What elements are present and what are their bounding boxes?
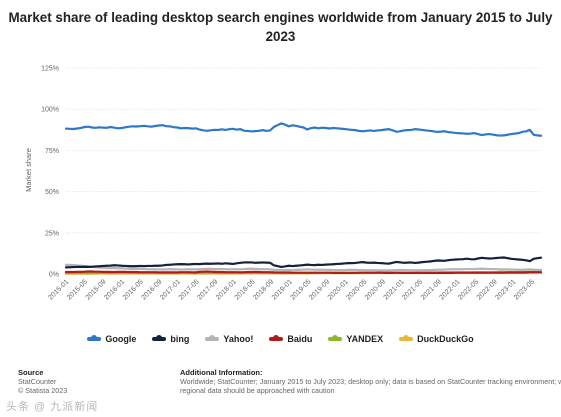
source-heading: Source: [18, 368, 44, 377]
legend-marker: [87, 335, 102, 341]
additional-info-line-1: Worldwide; StatCounter; January 2015 to …: [180, 377, 561, 386]
x-axis-ticks: 2015-012015-052015-092016-012016-052016-…: [47, 278, 536, 301]
legend-item-yahoo[interactable]: Yahoo!: [205, 334, 253, 344]
line-chart: 0% 25% 50% 75% 100% 125% 2015-012015-052015-0…: [24, 66, 543, 302]
legend-marker: [328, 335, 343, 341]
legend-marker: [152, 335, 167, 341]
source-line-1[interactable]: StatCounter: [18, 377, 57, 386]
legend-item-google[interactable]: Google: [87, 334, 136, 344]
legend-label: Google: [105, 334, 137, 344]
series-line-bing: [64, 256, 543, 269]
additional-info-line-2: regional data should be approached with …: [180, 386, 335, 395]
y-tick-label: 25%: [45, 230, 59, 237]
legend-label: bing: [170, 334, 190, 344]
y-tick-label: 125%: [41, 66, 59, 73]
legend-marker: [269, 335, 284, 341]
chart-title: Market share of leading desktop search e…: [0, 8, 561, 46]
source-block: Source StatCounter © Statista 2023: [18, 368, 138, 395]
source-line-2: © Statista 2023: [18, 386, 68, 395]
chart-grid: [66, 67, 541, 275]
legend-label: YANDEX: [346, 334, 384, 344]
legend-marker: [205, 335, 220, 341]
x-tick-label: 2023-05: [513, 278, 536, 301]
legend-item-bing[interactable]: bing: [152, 334, 189, 344]
watermark: 头条 @ 九派新闻: [6, 401, 99, 413]
y-axis-ticks: 0% 25% 50% 75% 100% 125%: [41, 66, 59, 279]
y-tick-label: 50%: [45, 189, 59, 196]
chart-title-line-1: Market share of leading desktop search e…: [8, 10, 553, 25]
additional-info-heading: Additional Information:: [180, 368, 263, 377]
legend-label: Baidu: [287, 334, 313, 344]
chart-series: [64, 122, 543, 275]
series-line-baidu: [64, 270, 543, 274]
series-line-google: [64, 122, 543, 137]
series-line-yahoo: [64, 263, 543, 272]
additional-info-block: Additional Information: Worldwide; StatC…: [180, 368, 561, 395]
legend-label: DuckDuckGo: [417, 334, 474, 344]
y-tick-label: 75%: [45, 148, 59, 155]
y-axis-label: Market share: [24, 148, 33, 192]
legend-marker: [399, 335, 414, 341]
legend-item-baidu[interactable]: Baidu: [269, 334, 312, 344]
legend-item-yandex[interactable]: YANDEX: [328, 334, 383, 344]
legend-item-duckduckgo[interactable]: DuckDuckGo: [399, 334, 474, 344]
chart-title-line-2: 2023: [265, 29, 296, 44]
chart-legend: Google bing Yahoo! Baidu YANDEX DuckDuckGo: [0, 334, 561, 344]
y-tick-label: 100%: [41, 107, 59, 114]
legend-label: Yahoo!: [223, 334, 254, 344]
y-tick-label: 0%: [49, 272, 59, 279]
